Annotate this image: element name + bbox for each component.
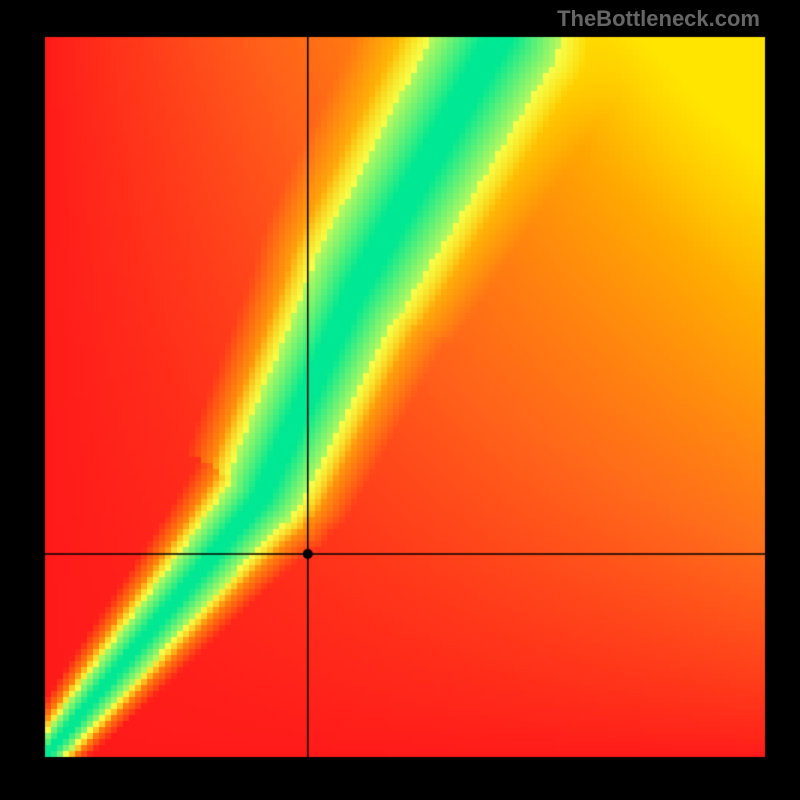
- watermark-text: TheBottleneck.com: [557, 6, 760, 32]
- chart-container: TheBottleneck.com: [0, 0, 800, 800]
- heatmap-canvas: [0, 0, 800, 800]
